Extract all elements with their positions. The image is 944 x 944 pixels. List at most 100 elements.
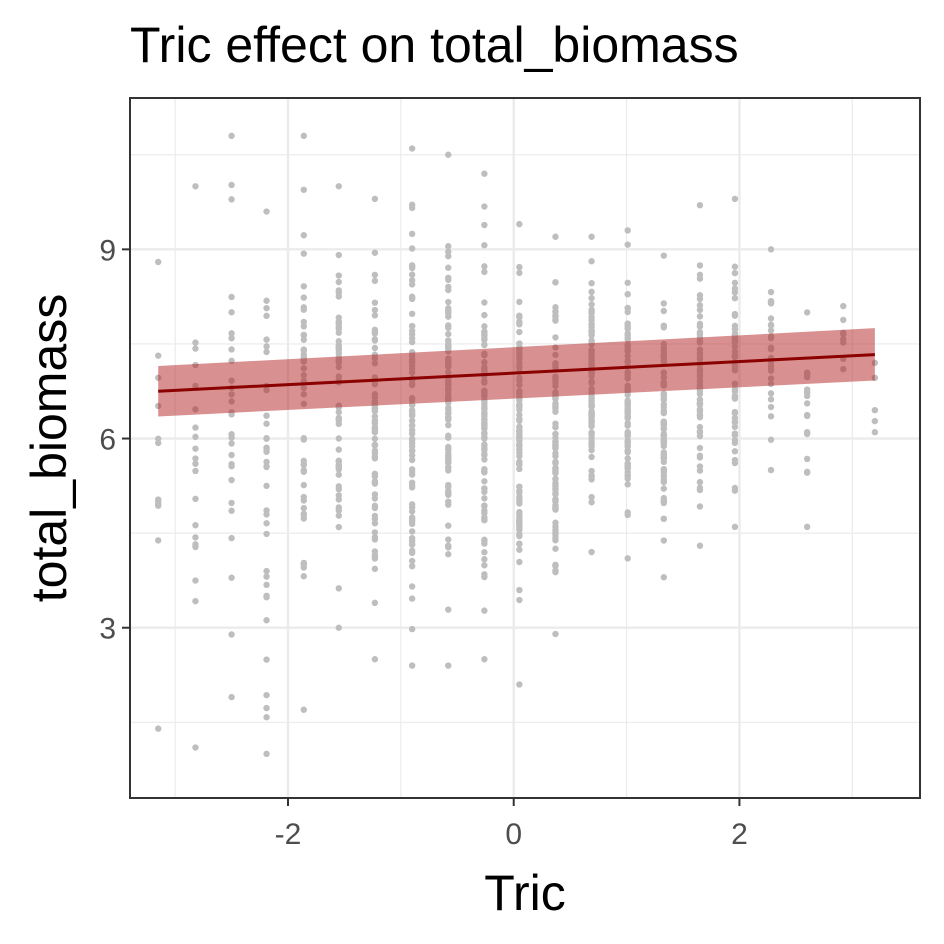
data-point — [696, 542, 704, 549]
data-point — [300, 510, 307, 518]
data-point — [516, 460, 523, 468]
data-point — [803, 309, 811, 316]
data-point — [300, 186, 307, 193]
data-point — [696, 295, 704, 303]
data-point — [731, 456, 739, 464]
data-point — [552, 304, 559, 311]
y-axis-ticks: 3 6 9 — [99, 234, 130, 646]
data-point — [408, 310, 416, 318]
data-point — [335, 523, 342, 531]
data-point — [408, 547, 416, 554]
data-point — [371, 417, 379, 424]
data-point — [588, 301, 595, 308]
data-point — [696, 396, 704, 403]
data-point — [263, 750, 270, 758]
data-point — [481, 341, 488, 348]
data-point — [767, 327, 775, 334]
data-point — [696, 478, 704, 486]
data-point — [552, 450, 559, 457]
data-point — [516, 558, 523, 566]
data-point — [335, 272, 342, 279]
data-point — [696, 306, 704, 314]
data-point — [731, 325, 739, 333]
data-point — [192, 460, 199, 467]
data-point — [300, 294, 307, 301]
data-point — [300, 461, 307, 469]
data-point — [481, 656, 488, 663]
data-point — [516, 532, 523, 540]
data-point — [588, 337, 595, 344]
data-point — [624, 290, 631, 298]
data-point — [803, 412, 811, 420]
data-point — [155, 500, 162, 508]
data-point — [660, 466, 668, 473]
data-point — [516, 401, 523, 409]
data-point — [516, 263, 523, 271]
data-point — [516, 493, 523, 500]
data-point — [263, 348, 270, 356]
data-point — [481, 170, 488, 177]
data-point — [263, 482, 270, 490]
data-point — [445, 243, 452, 250]
data-point — [228, 431, 235, 438]
data-point — [481, 450, 488, 457]
data-point — [731, 448, 739, 455]
data-point — [767, 390, 775, 397]
data-point — [192, 455, 199, 462]
data-point — [696, 202, 704, 209]
y-tick-label: 9 — [99, 234, 116, 267]
data-point — [660, 404, 668, 411]
data-point — [228, 460, 235, 468]
data-point — [660, 437, 668, 444]
data-point — [624, 481, 631, 488]
data-point — [335, 496, 342, 503]
data-point — [552, 630, 559, 638]
data-point — [335, 343, 342, 351]
data-point — [588, 499, 595, 506]
data-point — [300, 304, 307, 311]
data-point — [840, 302, 847, 310]
data-point — [696, 323, 704, 330]
data-point — [445, 414, 452, 421]
data-point — [588, 421, 595, 429]
data-point — [552, 400, 559, 407]
data-point — [552, 545, 559, 552]
data-point — [660, 252, 668, 259]
data-point — [588, 467, 595, 475]
data-point — [408, 281, 416, 288]
data-point — [192, 744, 199, 751]
data-point — [731, 279, 739, 287]
data-point — [481, 495, 488, 502]
data-point — [192, 183, 199, 190]
data-point — [588, 417, 595, 424]
data-point — [335, 325, 342, 333]
data-point — [660, 431, 668, 438]
data-point — [552, 444, 559, 451]
data-point — [300, 515, 307, 522]
data-point — [408, 245, 416, 252]
data-point — [408, 271, 416, 278]
data-point — [192, 424, 199, 431]
data-point — [335, 462, 342, 469]
data-point — [516, 314, 523, 321]
data-point — [371, 336, 379, 343]
data-point — [803, 455, 811, 463]
data-point — [624, 511, 631, 519]
data-point — [371, 599, 379, 607]
data-point — [516, 220, 523, 228]
data-point — [263, 458, 270, 466]
data-point — [767, 413, 775, 420]
data-point — [335, 624, 342, 631]
data-point — [660, 473, 668, 480]
data-point — [408, 540, 416, 548]
data-point — [263, 573, 270, 580]
data-point — [263, 304, 270, 312]
data-point — [408, 468, 416, 476]
data-point — [516, 681, 523, 688]
data-point — [192, 433, 199, 441]
data-point — [228, 693, 235, 701]
data-point — [624, 468, 631, 476]
data-point — [552, 279, 559, 286]
data-point — [871, 429, 879, 436]
data-point — [408, 295, 416, 303]
